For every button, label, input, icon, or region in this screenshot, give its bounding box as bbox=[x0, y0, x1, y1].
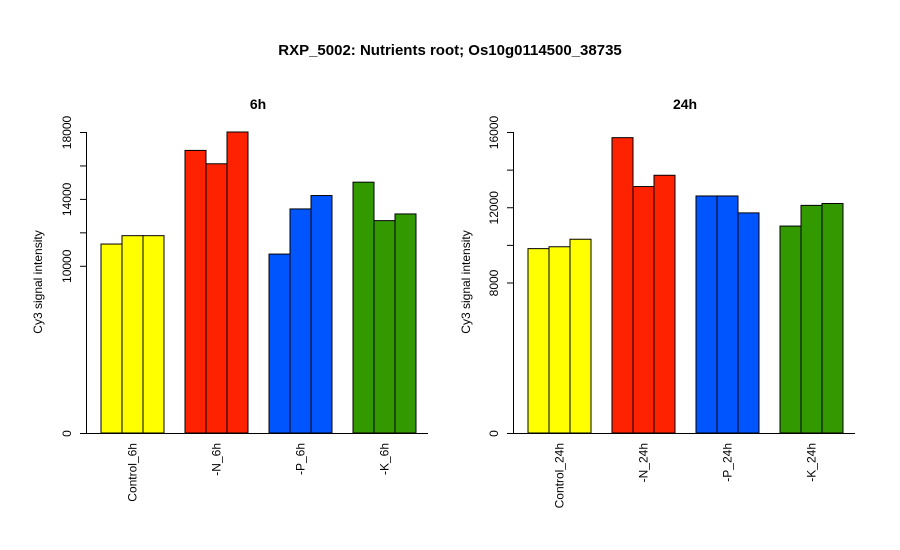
bar-6h-2-3 bbox=[226, 131, 249, 434]
x-tick-label-24h-3: -P_24h bbox=[721, 443, 735, 482]
y-tick-label-24h-2: 8000 bbox=[487, 269, 501, 296]
y-axis-label-24h: Cy3 signal intensity bbox=[459, 230, 473, 333]
y-tick-label-24h-3: 12000 bbox=[487, 191, 501, 225]
bar-6h-2-2 bbox=[205, 163, 228, 434]
y-tick-label-6h-1: 0 bbox=[60, 430, 74, 437]
x-tick-label-6h-1: Control_6h bbox=[126, 443, 140, 502]
y-tick-label-6h-4: 18000 bbox=[60, 115, 74, 149]
x-tick-label-6h-2: -N_6h bbox=[210, 443, 224, 476]
bar-6h-4-3 bbox=[394, 213, 417, 434]
bar-6h-4-1 bbox=[352, 181, 375, 434]
main-title: RXP_5002: Nutrients root; Os10g0114500_3… bbox=[278, 42, 622, 59]
bar-24h-3-3 bbox=[737, 212, 760, 434]
bar-6h-1-2 bbox=[121, 235, 144, 434]
x-tick-label-24h-1: Control_24h bbox=[553, 443, 567, 508]
plot-area-24h: Control_24h -N_24h -P_24h -K_24h 0 8000 12000 1… bbox=[487, 115, 855, 508]
bar-24h-2-1 bbox=[611, 137, 634, 434]
panel-title-24h: 24h bbox=[673, 96, 697, 112]
bar-24h-1-3 bbox=[569, 238, 592, 434]
panel-6h: 6h Cy3 signal intensity Control_6h -N_6h -… bbox=[31, 96, 428, 502]
x-tick-label-6h-4: -K_6h bbox=[378, 443, 392, 475]
panel-24h: 24h Cy3 signal intensity Control_24h -N_2… bbox=[459, 96, 855, 508]
bar-6h-3-1 bbox=[268, 253, 291, 434]
bar-24h-4-3 bbox=[821, 202, 844, 434]
bar-6h-1-3 bbox=[142, 235, 165, 434]
bar-6h-3-2 bbox=[289, 208, 312, 434]
bar-6h-4-2 bbox=[373, 220, 396, 434]
bar-6h-1-1 bbox=[100, 243, 123, 434]
bar-24h-3-2 bbox=[716, 195, 739, 434]
x-tick-label-6h-3: -P_6h bbox=[294, 443, 308, 475]
x-tick-label-24h-2: -N_24h bbox=[637, 443, 651, 482]
bar-24h-4-2 bbox=[800, 204, 823, 434]
plot-area-6h: Control_6h -N_6h -P_6h -K_6h 0 10000 14000 1800… bbox=[60, 115, 428, 502]
bar-24h-2-2 bbox=[632, 186, 655, 434]
y-axis-label-6h: Cy3 signal intensity bbox=[31, 230, 45, 333]
x-tick-label-24h-4: -K_24h bbox=[805, 443, 819, 482]
bar-24h-2-3 bbox=[653, 174, 676, 434]
panel-title-6h: 6h bbox=[250, 96, 266, 112]
bar-24h-4-1 bbox=[779, 225, 802, 434]
bar-6h-3-3 bbox=[310, 195, 333, 434]
y-tick-label-24h-1: 0 bbox=[487, 430, 501, 437]
bar-24h-3-1 bbox=[695, 195, 718, 434]
y-tick-label-6h-3: 14000 bbox=[60, 182, 74, 216]
y-tick-label-6h-2: 10000 bbox=[60, 249, 74, 283]
bar-6h-2-1 bbox=[184, 149, 207, 434]
bar-24h-1-1 bbox=[527, 248, 550, 434]
bar-24h-1-2 bbox=[548, 246, 571, 434]
y-tick-label-24h-4: 16000 bbox=[487, 115, 501, 149]
